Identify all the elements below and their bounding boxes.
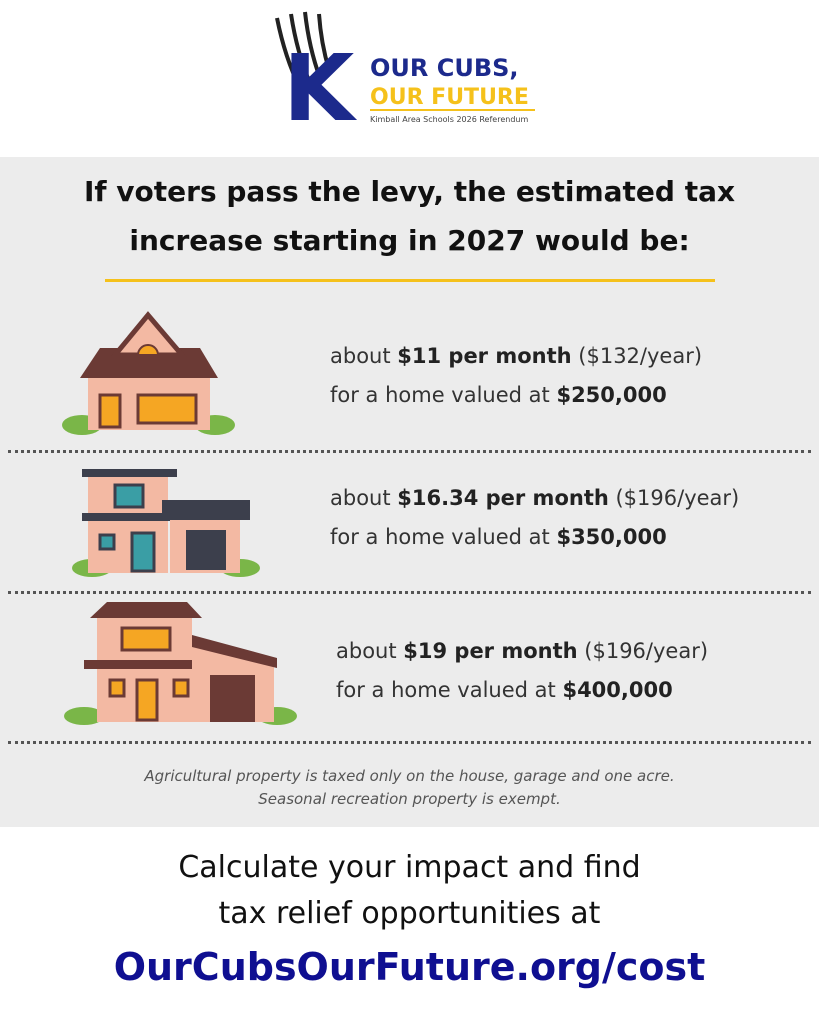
- yearly: ($196/year): [608, 486, 740, 510]
- text: about: [336, 639, 404, 663]
- separator: [8, 741, 811, 744]
- home-value: $400,000: [562, 678, 673, 702]
- row-line: for a home valued at $400,000: [336, 671, 708, 710]
- separator: [8, 450, 811, 453]
- text: about: [330, 344, 398, 368]
- row-text: about $16.34 per month ($196/year) for a…: [330, 479, 739, 557]
- row-line: about $19 per month ($196/year): [336, 632, 708, 671]
- row-line: for a home valued at $250,000: [330, 376, 702, 415]
- heading-line: If voters pass the levy, the estimated t…: [83, 175, 736, 208]
- text: for a home valued at: [336, 678, 563, 702]
- footer-url[interactable]: OurCubsOurFuture.org/cost: [113, 945, 706, 989]
- heading-line: increase starting in 2027 would be:: [129, 224, 690, 257]
- note-line: Agricultural property is taxed only on t…: [144, 767, 675, 785]
- row-text: about $19 per month ($196/year) for a ho…: [336, 632, 708, 710]
- rule: [105, 279, 715, 282]
- row-text: about $11 per month ($132/year) for a ho…: [330, 337, 702, 415]
- monthly: $11 per month: [397, 344, 572, 368]
- house-icon: [62, 311, 235, 435]
- logo: K OUR CUBS, OUR FUTURE Kimball Area Scho…: [275, 11, 535, 128]
- text: for a home valued at: [330, 525, 557, 549]
- logo-subtitle: Kimball Area Schools 2026 Referendum: [370, 115, 528, 124]
- logo-line1: OUR CUBS,: [370, 54, 519, 82]
- footer-line: tax relief opportunities at: [218, 896, 601, 931]
- logo-letter: K: [283, 35, 358, 128]
- home-value: $350,000: [556, 525, 667, 549]
- monthly: $19 per month: [403, 639, 578, 663]
- yearly: ($196/year): [577, 639, 709, 663]
- note-line: Seasonal recreation property is exempt.: [258, 790, 561, 808]
- row-line: for a home valued at $350,000: [330, 518, 739, 557]
- separator: [8, 591, 811, 594]
- monthly: $16.34 per month: [397, 486, 609, 510]
- logo-line2: OUR FUTURE: [370, 85, 529, 110]
- yearly: ($132/year): [571, 344, 703, 368]
- house-icon: [72, 469, 260, 577]
- text: for a home valued at: [330, 383, 557, 407]
- house-icon: [64, 602, 297, 725]
- row-line: about $11 per month ($132/year): [330, 337, 702, 376]
- home-value: $250,000: [556, 383, 667, 407]
- footer-line: Calculate your impact and find: [178, 850, 641, 885]
- text: about: [330, 486, 398, 510]
- row-line: about $16.34 per month ($196/year): [330, 479, 739, 518]
- note: Agricultural property is taxed only on t…: [0, 765, 819, 811]
